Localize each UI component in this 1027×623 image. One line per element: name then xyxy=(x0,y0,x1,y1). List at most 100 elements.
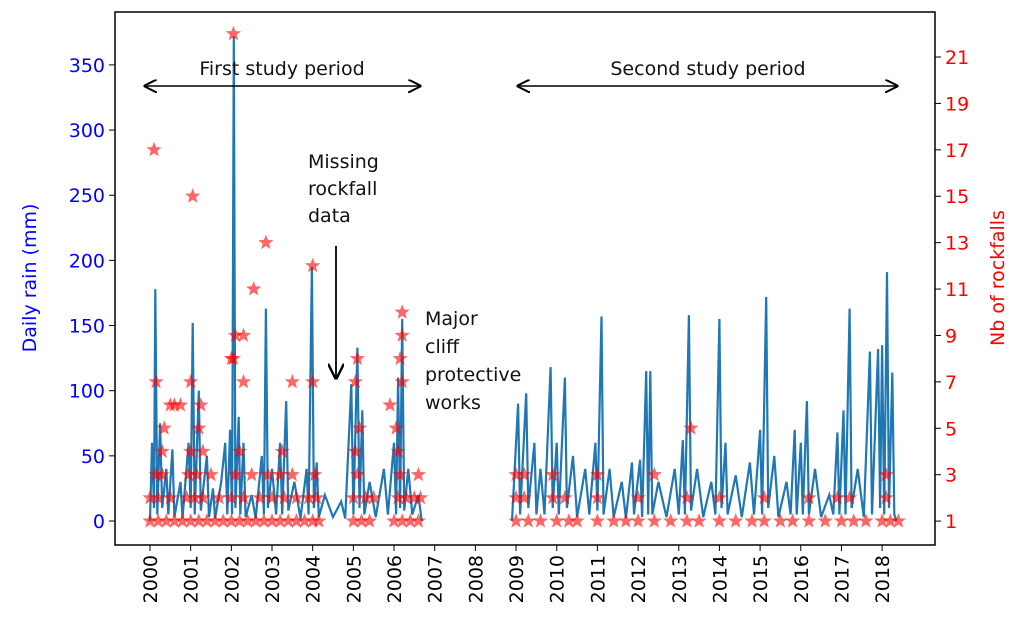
rockfall-marker xyxy=(174,513,191,528)
rockfall-marker xyxy=(166,513,182,528)
rockfall-marker xyxy=(516,466,532,482)
rain-line xyxy=(148,36,898,522)
x-tick-label: 2017 xyxy=(831,555,853,603)
rockfall-marker xyxy=(195,489,211,505)
rockfall-marker xyxy=(412,489,429,505)
rockfall-marker xyxy=(264,513,280,528)
y2-tick-label: 5 xyxy=(945,418,957,440)
rockfall-marker xyxy=(410,513,426,528)
x-tick-label: 2014 xyxy=(709,555,731,603)
rockfall-marker xyxy=(846,513,862,528)
rockfall-marker xyxy=(187,489,203,505)
rockfall-marker xyxy=(227,327,243,342)
rockfall-marker xyxy=(223,513,239,528)
rockfall-marker xyxy=(183,513,199,528)
x-tick-label: 2002 xyxy=(221,555,243,603)
rockfall-marker xyxy=(589,513,605,528)
rockfall-marker xyxy=(305,257,321,273)
rockfall-marker xyxy=(618,513,634,528)
rockfall-marker xyxy=(801,513,817,528)
rockfall-marker xyxy=(711,489,727,505)
rockfall-marker xyxy=(569,513,585,528)
rockfall-marker xyxy=(181,466,197,482)
rockfall-marker xyxy=(280,513,296,528)
rockfall-marker xyxy=(150,513,166,528)
rockfall-marker xyxy=(390,489,406,505)
rockfall-marker xyxy=(557,489,573,505)
rockfall-marker xyxy=(240,513,256,528)
x-tick-label: 2010 xyxy=(547,555,569,603)
annotation: protective xyxy=(425,364,521,386)
rockfall-marker xyxy=(833,513,850,528)
rockfall-marker xyxy=(195,443,211,458)
rockfall-marker xyxy=(382,397,398,412)
rockfall-marker xyxy=(166,397,182,412)
y2-tick-label: 21 xyxy=(945,47,969,69)
annotation: rockfall xyxy=(308,178,377,200)
y-tick-label: 300 xyxy=(69,120,105,142)
x-tick-label: 2011 xyxy=(587,555,609,603)
rockfall-marker xyxy=(679,513,695,528)
x-tick-label: 2001 xyxy=(181,555,203,603)
x-tick-label: 2016 xyxy=(791,555,813,603)
y2-tick-label: 15 xyxy=(945,186,969,208)
rockfall-marker xyxy=(185,188,201,203)
rockfall-marker xyxy=(817,513,833,528)
y2-tick-label: 13 xyxy=(945,233,969,255)
y2-tick-label: 3 xyxy=(945,465,957,487)
rockfall-marker xyxy=(878,466,894,482)
rockfall-marker xyxy=(890,513,906,528)
rockfall-marker xyxy=(207,513,223,528)
annotation: works xyxy=(425,392,481,414)
rockfall-marker xyxy=(532,513,549,528)
rockfall-marker xyxy=(347,443,363,458)
rockfall-marker xyxy=(189,466,205,482)
y2-tick-label: 17 xyxy=(945,140,969,162)
rockfall-marker xyxy=(248,513,264,528)
rockfall-marker xyxy=(183,373,199,389)
rockfall-marker xyxy=(366,489,382,505)
rockfall-marker xyxy=(305,373,321,389)
rockfall-marker xyxy=(148,466,164,482)
rockfall-marker xyxy=(142,489,158,505)
rockfall-marker xyxy=(154,466,170,482)
rockfall-marker xyxy=(288,513,304,528)
rockfall-marker xyxy=(276,489,292,505)
rockfall-marker xyxy=(148,373,164,389)
rockfall-marker xyxy=(882,513,898,528)
rockfall-marker xyxy=(345,513,361,528)
rockfall-marker xyxy=(211,489,227,505)
rockfall-marker xyxy=(390,443,406,458)
rockfall-marker xyxy=(606,513,622,528)
y2-tick-label: 11 xyxy=(945,279,969,301)
y2-tick-label: 1 xyxy=(945,511,957,533)
rockfall-marker xyxy=(258,234,274,250)
annotation: Second study period xyxy=(610,58,805,80)
rockfall-marker xyxy=(549,513,565,528)
y-axis-label: Daily rain (mm) xyxy=(19,204,41,353)
rockfall-marker xyxy=(191,420,207,435)
rockfall-marker xyxy=(158,513,174,528)
rockfall-marker xyxy=(235,373,252,389)
rockfall-marker xyxy=(191,513,207,528)
rockfall-marker xyxy=(728,513,744,528)
rockfall-marker xyxy=(756,489,772,505)
rockfall-marker xyxy=(691,513,707,528)
x-tick-label: 2007 xyxy=(425,555,447,603)
rockfall-marker xyxy=(785,513,801,528)
y2-axis-label: Nb of rockfalls xyxy=(987,210,1009,346)
rockfall-marker xyxy=(545,466,561,482)
rockfall-marker xyxy=(244,466,260,482)
rockfall-marker xyxy=(284,373,300,389)
rockfall-marker xyxy=(520,513,536,528)
rockfall-marker xyxy=(225,350,241,366)
x-tick-label: 2000 xyxy=(140,555,162,603)
rockfall-marker xyxy=(162,489,178,505)
x-tick-label: 2003 xyxy=(262,555,284,603)
y-tick-label: 150 xyxy=(69,316,105,338)
rockfall-marker xyxy=(146,141,162,157)
rockfall-marker xyxy=(256,513,272,528)
rockfall-marker xyxy=(296,513,313,528)
annotation: First study period xyxy=(199,58,364,80)
